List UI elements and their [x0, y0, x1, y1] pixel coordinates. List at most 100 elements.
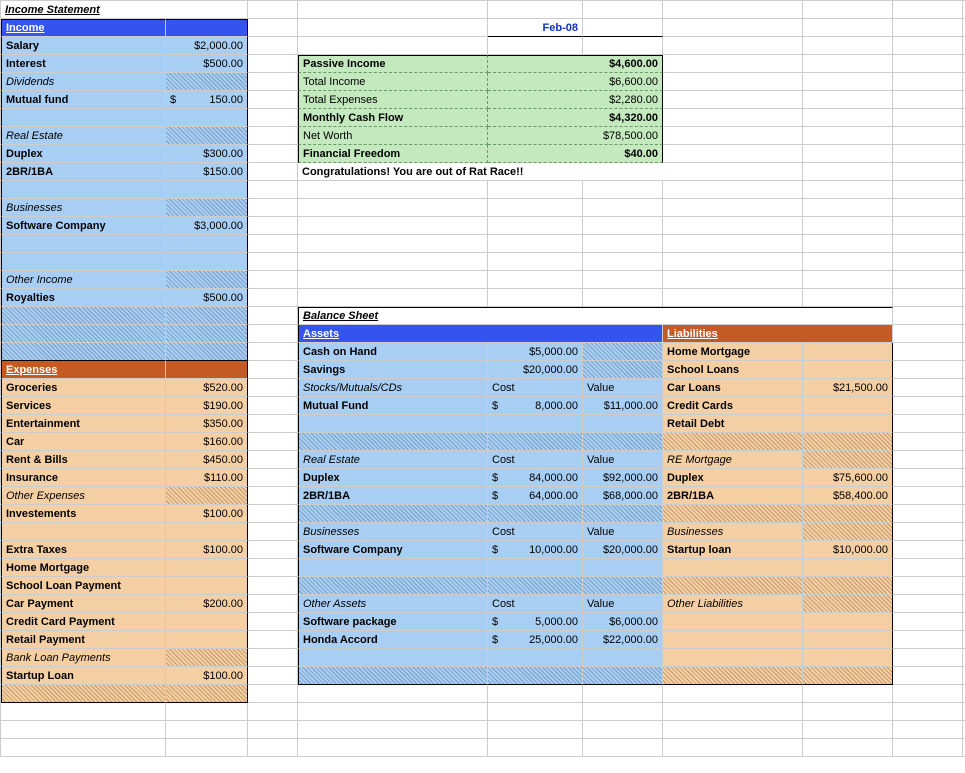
- biz-liab-value[interactable]: $10,000.00: [803, 541, 893, 559]
- cell[interactable]: [248, 1, 298, 19]
- cell[interactable]: [803, 631, 893, 649]
- cell[interactable]: [488, 505, 583, 523]
- cell[interactable]: [298, 559, 488, 577]
- cell[interactable]: [1, 253, 166, 271]
- stocks-header[interactable]: Stocks/Mutuals/CDs: [298, 379, 488, 397]
- cell[interactable]: [298, 19, 488, 37]
- income-statement-title[interactable]: Income Statement: [1, 1, 248, 19]
- cell[interactable]: [663, 217, 803, 235]
- cell[interactable]: [663, 1, 803, 19]
- summary-label[interactable]: Monthly Cash Flow: [298, 109, 488, 127]
- cell[interactable]: [583, 721, 663, 739]
- stocks-value[interactable]: $11,000.00: [583, 397, 663, 415]
- cell[interactable]: [248, 397, 298, 415]
- biz-liab-label[interactable]: Startup loan: [663, 541, 803, 559]
- cell[interactable]: [298, 271, 488, 289]
- cell[interactable]: [893, 505, 963, 523]
- cell[interactable]: [248, 577, 298, 595]
- cell[interactable]: [663, 649, 803, 667]
- cell[interactable]: [893, 361, 963, 379]
- cell[interactable]: [583, 271, 663, 289]
- cell[interactable]: [803, 739, 893, 757]
- re-value[interactable]: $68,000.00: [583, 487, 663, 505]
- cell[interactable]: [248, 721, 298, 739]
- cell[interactable]: Cost: [488, 595, 583, 613]
- cell[interactable]: [488, 559, 583, 577]
- cell[interactable]: [583, 217, 663, 235]
- liabilities-header[interactable]: Liabilities: [663, 325, 893, 343]
- other-exp-value[interactable]: [166, 577, 248, 595]
- cell[interactable]: [166, 361, 248, 379]
- cell[interactable]: [488, 217, 583, 235]
- cell[interactable]: [803, 397, 893, 415]
- cell[interactable]: [893, 613, 963, 631]
- cell[interactable]: [166, 685, 248, 703]
- cell[interactable]: [893, 289, 963, 307]
- cell[interactable]: [803, 649, 893, 667]
- cell[interactable]: [803, 91, 893, 109]
- cost-label[interactable]: Cost: [488, 379, 583, 397]
- realestate-row-label[interactable]: Duplex: [1, 145, 166, 163]
- cell[interactable]: [803, 145, 893, 163]
- cell[interactable]: [248, 109, 298, 127]
- cell[interactable]: [803, 559, 893, 577]
- cell[interactable]: [893, 37, 963, 55]
- cell[interactable]: [488, 271, 583, 289]
- mutual-fund-value[interactable]: $150.00: [166, 91, 248, 109]
- cell[interactable]: [248, 325, 298, 343]
- cell[interactable]: [803, 577, 893, 595]
- cell[interactable]: [893, 127, 963, 145]
- cell[interactable]: [248, 559, 298, 577]
- cell[interactable]: [663, 73, 803, 91]
- cell[interactable]: [583, 649, 663, 667]
- cell[interactable]: [298, 721, 488, 739]
- cell[interactable]: [893, 721, 963, 739]
- cell[interactable]: [583, 1, 663, 19]
- cell[interactable]: [248, 433, 298, 451]
- summary-label[interactable]: Financial Freedom: [298, 145, 488, 163]
- cell[interactable]: [166, 235, 248, 253]
- cell[interactable]: [583, 685, 663, 703]
- biz-cost[interactable]: $10,000.00: [488, 541, 583, 559]
- re-liab-value[interactable]: $58,400.00: [803, 487, 893, 505]
- cell[interactable]: [488, 667, 583, 685]
- cell[interactable]: [893, 469, 963, 487]
- re-liab-label[interactable]: 2BR/1BA: [663, 487, 803, 505]
- cell[interactable]: [583, 667, 663, 685]
- cell[interactable]: [893, 217, 963, 235]
- cell[interactable]: [298, 253, 488, 271]
- dividends-header[interactable]: Dividends: [1, 73, 166, 91]
- cell[interactable]: [488, 415, 583, 433]
- cell[interactable]: [166, 181, 248, 199]
- cell[interactable]: [248, 703, 298, 721]
- cell[interactable]: [663, 19, 803, 37]
- summary-label[interactable]: Total Income: [298, 73, 488, 91]
- cell[interactable]: [803, 289, 893, 307]
- summary-value[interactable]: $40.00: [488, 145, 663, 163]
- re-value[interactable]: $92,000.00: [583, 469, 663, 487]
- cell[interactable]: [298, 1, 488, 19]
- cell[interactable]: Value: [583, 595, 663, 613]
- cell[interactable]: [583, 433, 663, 451]
- cell[interactable]: [248, 343, 298, 361]
- cell[interactable]: [298, 667, 488, 685]
- expense-row-label[interactable]: Insurance: [1, 469, 166, 487]
- cell[interactable]: [1, 109, 166, 127]
- assets-header[interactable]: Assets: [298, 325, 663, 343]
- cell[interactable]: [1, 343, 166, 361]
- cell[interactable]: [488, 1, 583, 19]
- cell[interactable]: [893, 163, 963, 181]
- summary-label[interactable]: Total Expenses: [298, 91, 488, 109]
- cell[interactable]: [803, 1, 893, 19]
- cell[interactable]: [298, 577, 488, 595]
- cell[interactable]: [166, 649, 248, 667]
- cell[interactable]: [1, 235, 166, 253]
- cell[interactable]: [583, 505, 663, 523]
- cell[interactable]: [893, 91, 963, 109]
- cell[interactable]: [803, 271, 893, 289]
- expenses-header[interactable]: Expenses: [1, 361, 166, 379]
- cell[interactable]: [893, 145, 963, 163]
- cell[interactable]: [166, 199, 248, 217]
- value-label[interactable]: Value: [583, 379, 663, 397]
- cell[interactable]: [893, 451, 963, 469]
